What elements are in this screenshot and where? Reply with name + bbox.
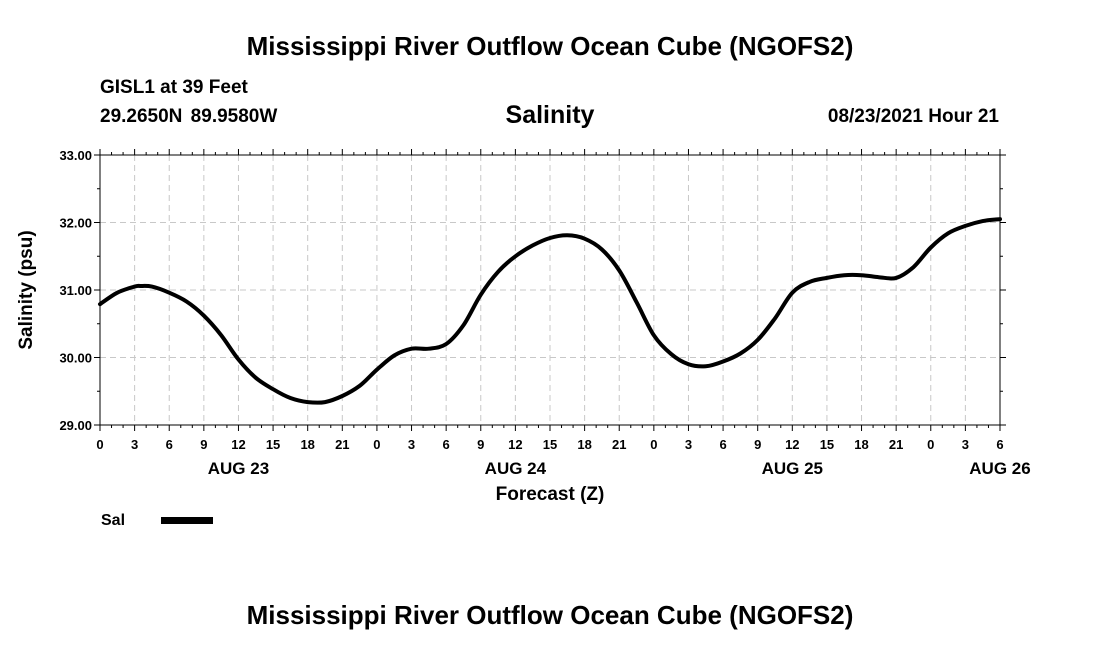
x-day-label: AUG 25 [762, 459, 823, 478]
x-tick-label: 0 [373, 437, 380, 452]
x-day-label: AUG 26 [969, 459, 1030, 478]
x-tick-label: 6 [443, 437, 450, 452]
x-tick-label: 6 [996, 437, 1003, 452]
x-tick-label: 9 [477, 437, 484, 452]
footer-title: Mississippi River Outflow Ocean Cube (NG… [246, 600, 854, 630]
x-tick-label: 3 [131, 437, 138, 452]
x-tick-label: 12 [785, 437, 799, 452]
y-tick-label: 29.00 [59, 418, 92, 433]
station-label: GISL1 at 39 Feet [100, 77, 248, 98]
x-tick-label: 9 [200, 437, 207, 452]
x-tick-label: 0 [650, 437, 657, 452]
series-line-sal [98, 217, 1002, 405]
y-tick-label: 30.00 [59, 351, 92, 366]
x-tick-label: 18 [577, 437, 591, 452]
grid-lines [100, 155, 1000, 425]
x-tick-label: 18 [300, 437, 314, 452]
x-tick-label: 12 [508, 437, 522, 452]
x-day-label: AUG 24 [485, 459, 547, 478]
x-tick-label: 21 [612, 437, 626, 452]
x-tick-label: 15 [266, 437, 280, 452]
x-tick-label: 3 [962, 437, 969, 452]
x-tick-label: 12 [231, 437, 245, 452]
variable-title: Salinity [505, 101, 595, 129]
x-day-label: AUG 23 [208, 459, 269, 478]
y-tick-labels: 29.00 30.00 31.00 32.00 33.00 [59, 148, 92, 433]
x-day-labels: AUG 23 AUG 24 AUG 25 AUG 26 [208, 459, 1031, 478]
chart-title: Mississippi River Outflow Ocean Cube (NG… [246, 31, 854, 61]
x-tick-label: 18 [854, 437, 868, 452]
legend-swatch [161, 517, 213, 524]
x-tick-label: 0 [927, 437, 934, 452]
x-tick-label: 3 [408, 437, 415, 452]
x-tick-label: 6 [719, 437, 726, 452]
x-tick-label: 6 [166, 437, 173, 452]
forecast-timestamp: 08/23/2021 Hour 21 [827, 106, 999, 127]
x-axis-label: Forecast (Z) [496, 484, 605, 505]
y-tick-label: 32.00 [59, 216, 92, 231]
x-tick-labels: 0 3 6 9 12 15 18 21 0 3 6 9 12 15 18 21 0 3 6 9 12 15 18 21 0 3 6 [96, 437, 1003, 452]
x-tick-label: 21 [889, 437, 903, 452]
legend-label: Sal [101, 512, 125, 529]
y-tick-label: 31.00 [59, 283, 92, 298]
x-tick-label: 15 [820, 437, 834, 452]
legend: Sal [101, 512, 213, 529]
x-tick-label: 3 [685, 437, 692, 452]
station-coordinates: 29.2650N 89.9580W [100, 106, 278, 127]
y-tick-label: 33.00 [59, 148, 92, 163]
x-tick-label: 15 [543, 437, 557, 452]
x-tick-label: 0 [96, 437, 103, 452]
x-tick-label: 9 [754, 437, 761, 452]
axis-ticks [94, 149, 1006, 431]
y-axis-label: Salinity (psu) [16, 230, 37, 349]
x-tick-label: 21 [335, 437, 349, 452]
